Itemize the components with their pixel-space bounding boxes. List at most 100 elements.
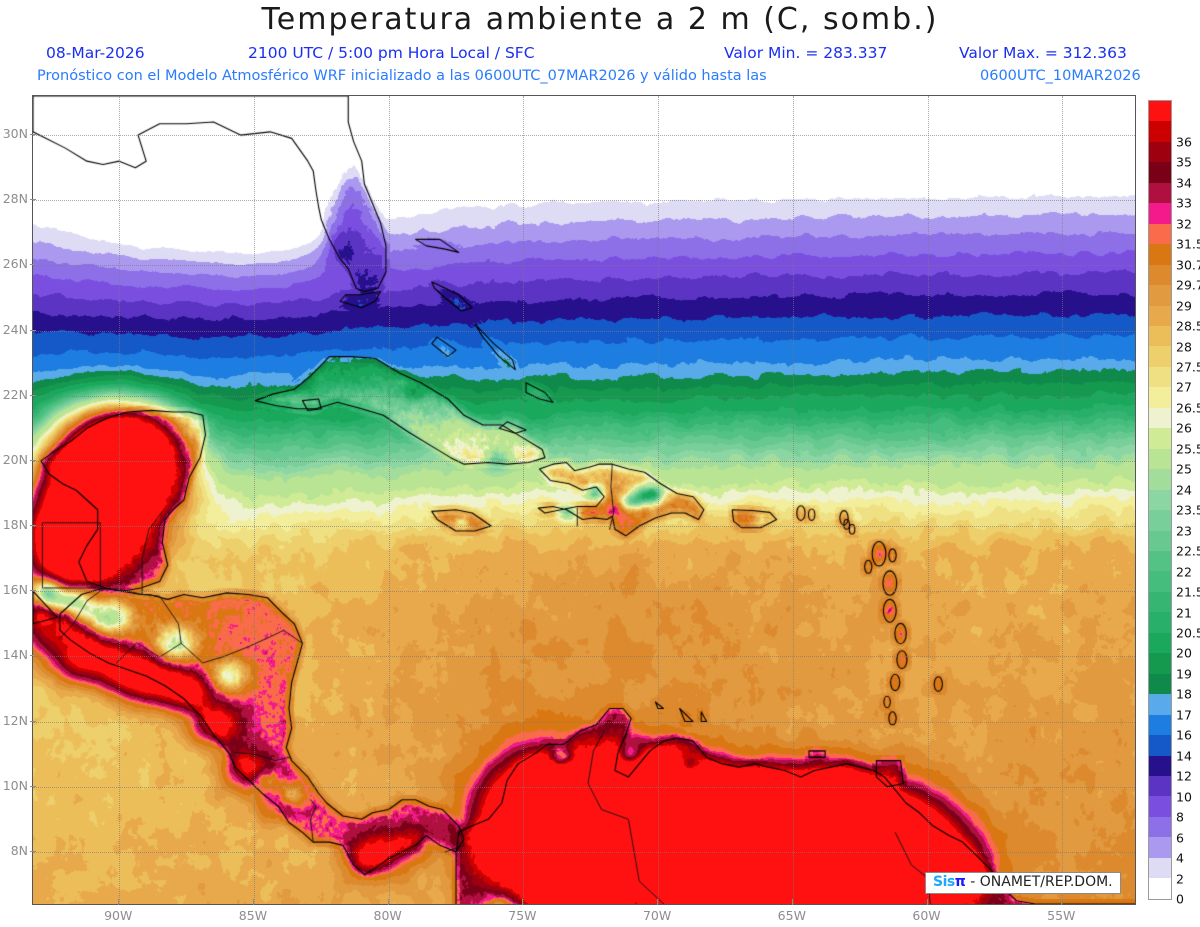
x-axis-tick-label: 80W [373,908,402,923]
sistt-onamet-logo: Sisπ - ONAMET/REP.DOM. [925,872,1121,894]
colorbar-tick-label: 18 [1176,686,1192,702]
y-axis-tick-mark [30,134,36,136]
colorbar-segment [1149,244,1171,265]
colorbar-tick-label: 24 [1176,482,1192,498]
colorbar-segment [1149,878,1171,899]
colorbar-tick-label: 16 [1176,727,1192,743]
colorbar-segment [1149,407,1171,429]
colorbar-tick-label: 0 [1176,891,1184,907]
colorbar-tick-label: 17 [1176,707,1192,723]
colorbar-segment [1149,816,1171,838]
colorbar-segment [1149,755,1171,776]
colorbar-segment [1149,428,1171,449]
x-axis-tick-mark [657,899,659,905]
forecast-date: 08-Mar-2026 [46,44,145,62]
colorbar-tick-label: 14 [1176,748,1192,764]
tt-logo-glyph: π [954,874,966,890]
colorbar-tick-label: 29.7 [1176,277,1200,293]
colorbar-segment [1149,101,1171,122]
colorbar-segment [1149,571,1171,592]
model-valid-until: 0600UTC_10MAR2026 [980,68,1141,84]
colorbar-segment [1149,141,1171,163]
colorbar-tick-label: 33 [1176,195,1192,211]
colorbar-segment [1149,735,1171,756]
y-axis-tick-label: 24N [2,321,28,337]
colorbar-tick-label: 19 [1176,666,1192,682]
y-axis-tick-mark [30,394,36,396]
x-axis-tick-mark [791,899,793,905]
colorbar-tick-label: 27.5 [1176,359,1200,375]
colorbar-tick-label: 22 [1176,564,1192,580]
colorbar-tick-label: 20.5 [1176,625,1200,641]
x-axis-tick-mark [387,899,389,905]
colorbar-segment [1149,612,1171,633]
colorbar-tick-label: 25.5 [1176,441,1200,457]
colorbar-segment [1149,530,1171,551]
colorbar-segment [1149,653,1171,674]
colorbar-segment [1149,387,1171,408]
colorbar-segment [1149,182,1171,204]
colorbar-tick-label: 22.5 [1176,543,1200,559]
colorbar-tick-label: 21 [1176,605,1192,621]
min-value-label: Valor Min. = 283.337 [724,44,888,62]
colorbar-segment [1149,346,1171,367]
colorbar-tick-label: 23.5 [1176,502,1200,518]
forecast-time-level: 2100 UTC / 5:00 pm Hora Local / SFC [248,44,535,62]
colorbar-tick-label: 31.5 [1176,236,1200,252]
colorbar-tick-label: 36 [1176,134,1192,150]
x-axis-tick-label: 70W [642,908,672,923]
y-axis-tick-label: 26N [2,256,28,272]
y-axis-tick-label: 16N [2,582,28,598]
colorbar-segment [1149,366,1171,388]
y-axis-tick-label: 10N [2,777,28,793]
colorbar-tick-label: 34 [1176,175,1192,191]
y-axis-tick-label: 14N [2,647,28,663]
y-axis-tick-mark [30,850,36,852]
x-axis-tick-label: 65W [777,908,806,923]
max-value-label: Valor Max. = 312.363 [959,44,1127,62]
x-axis-tick-mark [118,899,120,905]
y-axis-tick-mark [30,264,36,266]
y-axis-tick-label: 20N [2,451,28,467]
y-axis-tick-mark [30,590,36,592]
colorbar-tick-label: 8 [1176,809,1184,825]
colorbar-segment [1149,510,1171,531]
colorbar-tick-label: 23 [1176,523,1192,539]
colorbar-tick-label: 29 [1176,298,1192,314]
y-axis-tick-mark [30,720,36,722]
y-axis-tick-mark [30,199,36,201]
y-axis-tick-mark [30,329,36,331]
y-axis-tick-mark [30,459,36,461]
y-axis-tick-mark [30,785,36,787]
colorbar-tick-label: 35 [1176,154,1192,170]
page-title: Temperatura ambiente a 2 m (C, somb.) [261,2,939,37]
y-axis-tick-label: 28N [2,191,28,207]
colorbar-segment [1149,264,1171,286]
colorbar-tick-label: 12 [1176,768,1192,784]
colorbar-tick-label: 20 [1176,645,1192,661]
colorbar-tick-label: 2 [1176,871,1184,887]
header-info-line: 08-Mar-2026 2100 UTC / 5:00 pm Hora Loca… [0,44,1200,64]
colorbar-segment [1149,550,1171,572]
colorbar-segment [1149,857,1171,879]
colorbar-segment [1149,469,1171,490]
colorbar-segment [1149,223,1171,245]
colorbar-segment [1149,714,1171,736]
y-axis-tick-mark [30,655,36,657]
colorbar-segment [1149,162,1171,183]
colorbar-segment [1149,448,1171,470]
colorbar-segment [1149,121,1171,142]
model-note-text: Pronóstico con el Modelo Atmosférico WRF… [37,68,767,84]
x-axis-tick-mark [522,899,524,905]
colorbar-segment [1149,203,1171,224]
colorbar-segment [1149,632,1171,654]
colorbar-segment [1149,837,1171,858]
colorbar-tick-label: 27 [1176,379,1192,395]
colorbar-segment [1149,591,1171,613]
colorbar-tick-label: 25 [1176,461,1192,477]
colorbar-tick-label: 4 [1176,850,1184,866]
colorbar-segment [1149,285,1171,306]
colorbar-tick-label: 32 [1176,216,1192,232]
colorbar-tick-label: 21.5 [1176,584,1200,600]
